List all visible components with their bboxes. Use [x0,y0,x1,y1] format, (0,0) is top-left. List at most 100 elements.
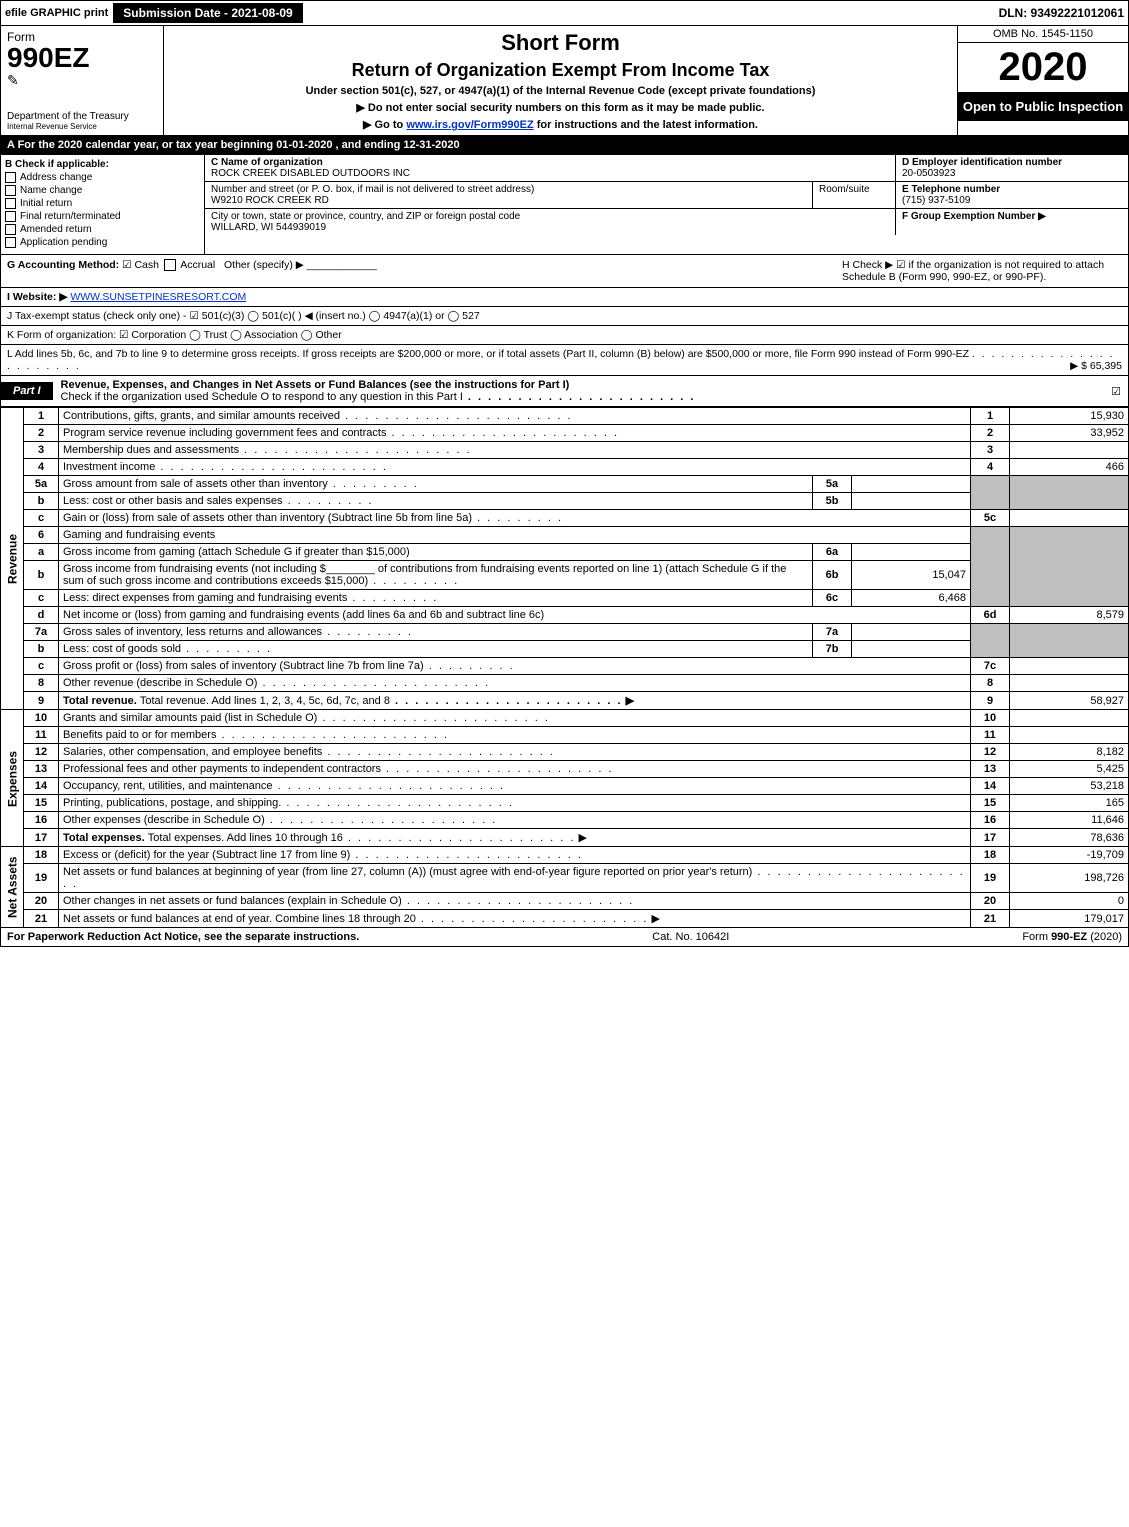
line-3-value [1010,442,1129,459]
line-6: 6 Gaming and fundraising events [1,527,1129,544]
tax-year: 2020 [958,43,1128,93]
chk-application-pending[interactable]: Application pending [5,237,200,248]
line-12: 12 Salaries, other compensation, and emp… [1,744,1129,761]
submission-date-button[interactable]: Submission Date - 2021-08-09 [113,3,302,23]
line-6d-value: 8,579 [1010,607,1129,624]
line-7c: c Gross profit or (loss) from sales of i… [1,658,1129,675]
chk-final-return[interactable]: Final return/terminated [5,211,200,222]
instr-line-1: ▶ Do not enter social security numbers o… [172,101,949,114]
irs-label: Internal Revenue Service [7,122,157,131]
form-header: Form 990EZ ✎ Department of the Treasury … [0,26,1129,136]
telephone-value: (715) 937-5109 [902,195,970,206]
line-7a-value [852,624,971,641]
line-6c: c Less: direct expenses from gaming and … [1,590,1129,607]
j-tax-exempt: J Tax-exempt status (check only one) - ☑… [0,307,1129,326]
gross-receipts-amount: ▶ $ 65,395 [1070,360,1122,372]
part-1-header: Part I Revenue, Expenses, and Changes in… [0,376,1129,407]
line-5b-value [852,493,971,510]
line-13-value: 5,425 [1010,761,1129,778]
line-6b: b Gross income from fundraising events (… [1,561,1129,590]
line-5c: c Gain or (loss) from sale of assets oth… [1,510,1129,527]
line-5c-value [1010,510,1129,527]
line-5b: b Less: cost or other basis and sales ex… [1,493,1129,510]
chk-address-change[interactable]: Address change [5,172,200,183]
line-3: 3 Membership dues and assessments 3 [1,442,1129,459]
box-c-room: Room/suite [813,182,896,208]
line-11: 11 Benefits paid to or for members 11 [1,727,1129,744]
line-17: 17 Total expenses. Total expenses. Add l… [1,829,1129,847]
return-title: Return of Organization Exempt From Incom… [172,60,949,81]
footer-center: Cat. No. 10642I [652,931,729,943]
accrual-checkbox[interactable] [164,259,176,271]
g-accounting: G Accounting Method: ☑ Cash Accrual Othe… [7,259,842,283]
under-section: Under section 501(c), 527, or 4947(a)(1)… [172,85,949,97]
line-6a-value [852,544,971,561]
line-12-value: 8,182 [1010,744,1129,761]
line-2: 2 Program service revenue including gove… [1,425,1129,442]
part-1-tab: Part I [1,382,53,400]
instr2-prefix: ▶ Go to [363,119,406,131]
line-21: 21 Net assets or fund balances at end of… [1,910,1129,928]
line-10: Expenses 10 Grants and similar amounts p… [1,710,1129,727]
line-15-value: 165 [1010,795,1129,812]
header-left: Form 990EZ ✎ Department of the Treasury … [1,26,164,135]
expenses-side-label: Expenses [1,710,24,847]
instr-line-2: ▶ Go to www.irs.gov/Form990EZ for instru… [172,118,949,131]
line-6b-value: 15,047 [852,561,971,590]
line-8-value [1010,675,1129,692]
line-7a: 7a Gross sales of inventory, less return… [1,624,1129,641]
footer-left: For Paperwork Reduction Act Notice, see … [7,931,359,943]
box-b-title: B Check if applicable: [5,159,200,170]
part-1-title: Revenue, Expenses, and Changes in Net As… [53,376,1104,406]
line-18: Net Assets 18 Excess or (deficit) for th… [1,847,1129,864]
info-grid: B Check if applicable: Address change Na… [0,155,1129,255]
efile-label: efile GRAPHIC print [5,7,108,19]
k-form-of-org: K Form of organization: ☑ Corporation ◯ … [0,326,1129,345]
part-1-checkbox[interactable]: ☑ [1104,385,1128,398]
page-footer: For Paperwork Reduction Act Notice, see … [0,928,1129,947]
line-9-value: 58,927 [1010,692,1129,710]
website-link[interactable]: WWW.SUNSETPINESRESORT.COM [70,291,246,303]
header-center: Short Form Return of Organization Exempt… [164,26,958,135]
line-9: 9 Total revenue. Total revenue. Add line… [1,692,1129,710]
irs-link[interactable]: www.irs.gov/Form990EZ [406,119,533,131]
line-5a-value [852,476,971,493]
box-c-street: Number and street (or P. O. box, if mail… [205,182,813,208]
l-gross-receipts: L Add lines 5b, 6c, and 7b to line 9 to … [0,345,1129,376]
ein-value: 20-0503923 [902,168,955,179]
line-7c-value [1010,658,1129,675]
line-19-value: 198,726 [1010,864,1129,893]
line-18-value: -19,709 [1010,847,1129,864]
short-form-title: Short Form [172,30,949,56]
line-1-value: 15,930 [1010,408,1129,425]
line-8: 8 Other revenue (describe in Schedule O)… [1,675,1129,692]
header-right: OMB No. 1545-1150 2020 Open to Public In… [958,26,1128,135]
line-4-value: 466 [1010,459,1129,476]
box-e: E Telephone number (715) 937-5109 [896,182,1128,208]
line-7b-value [852,641,971,658]
footer-right: Form 990-EZ (2020) [1022,931,1122,943]
part-1-table: Revenue 1 Contributions, gifts, grants, … [0,407,1129,928]
line-2-value: 33,952 [1010,425,1129,442]
line-15: 15 Printing, publications, postage, and … [1,795,1129,812]
dln-label: DLN: 93492221012061 [999,6,1124,20]
h-schedule-b: H Check ▶ ☑ if the organization is not r… [842,259,1122,283]
line-16: 16 Other expenses (describe in Schedule … [1,812,1129,829]
line-20: 20 Other changes in net assets or fund b… [1,893,1129,910]
line-17-value: 78,636 [1010,829,1129,847]
line-1: Revenue 1 Contributions, gifts, grants, … [1,408,1129,425]
box-d: D Employer identification number 20-0503… [896,155,1128,181]
line-6c-value: 6,468 [852,590,971,607]
chk-initial-return[interactable]: Initial return [5,198,200,209]
chk-amended-return[interactable]: Amended return [5,224,200,235]
revenue-side-label: Revenue [1,408,24,710]
line-6d: d Net income or (loss) from gaming and f… [1,607,1129,624]
line-14: 14 Occupancy, rent, utilities, and maint… [1,778,1129,795]
department-label: Department of the Treasury [7,111,157,122]
instr2-suffix: for instructions and the latest informat… [534,119,758,131]
chk-name-change[interactable]: Name change [5,185,200,196]
line-4: 4 Investment income 4 466 [1,459,1129,476]
form-number: 990EZ [7,44,157,72]
line-20-value: 0 [1010,893,1129,910]
line-10-value [1010,710,1129,727]
